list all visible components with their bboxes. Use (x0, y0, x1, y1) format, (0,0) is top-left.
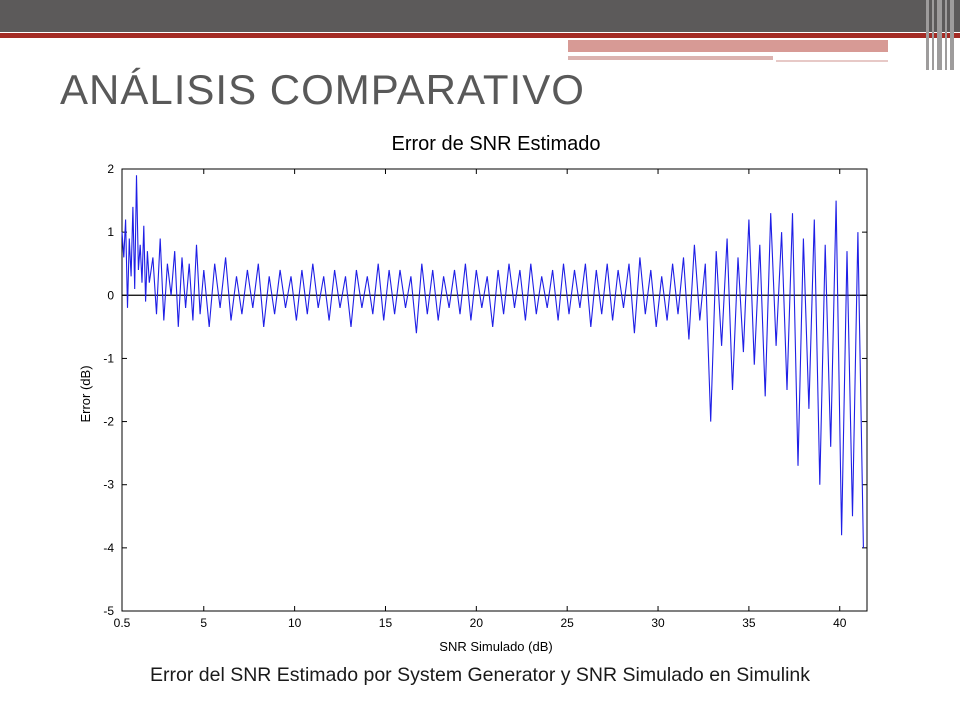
accent-stripe (0, 33, 960, 38)
x-tick-label: 5 (200, 616, 207, 630)
x-tick-label: 40 (833, 616, 847, 630)
y-tick-label: 0 (107, 288, 114, 302)
slide-title: ANÁLISIS COMPARATIVO (60, 66, 585, 113)
accent-line-secondary (776, 60, 888, 62)
y-tick-label: 2 (107, 162, 114, 176)
y-axis-label: Error (dB) (78, 365, 93, 422)
x-tick-label: 25 (561, 616, 575, 630)
plot-frame (121, 168, 868, 612)
x-tick-label: 20 (470, 616, 484, 630)
x-tick-label: 0.5 (114, 616, 131, 630)
x-tick-label: 35 (742, 616, 756, 630)
top-banner (0, 0, 960, 32)
error-line-chart: Error de SNR Estimado SNR Simulado (dB) … (72, 124, 872, 656)
y-tick-label: -1 (103, 351, 114, 365)
x-tick-label: 30 (651, 616, 665, 630)
x-tick-label: 10 (288, 616, 302, 630)
y-tick-label: -2 (103, 415, 114, 429)
chart-container: Error de SNR Estimado SNR Simulado (dB) … (72, 124, 872, 656)
right-decoration (924, 0, 960, 70)
slide-caption: Error del SNR Estimado por System Genera… (150, 664, 810, 686)
y-tick-label: -4 (103, 541, 114, 555)
y-tick-label: -5 (103, 604, 114, 618)
x-axis-label: SNR Simulado (dB) (439, 639, 552, 654)
series-line (121, 175, 864, 548)
chart-title: Error de SNR Estimado (392, 133, 601, 155)
x-tick-label: 15 (379, 616, 393, 630)
accent-line (568, 56, 773, 60)
accent-block (568, 40, 888, 52)
y-tick-label: -3 (103, 478, 114, 492)
y-tick-label: 1 (107, 225, 114, 239)
